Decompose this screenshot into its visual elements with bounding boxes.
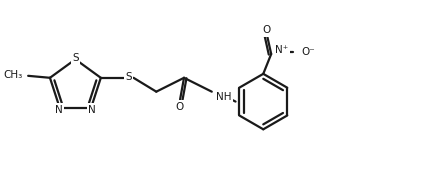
Text: NH: NH xyxy=(216,92,231,102)
Text: S: S xyxy=(125,72,132,82)
Text: CH₃: CH₃ xyxy=(3,70,22,80)
Text: O: O xyxy=(175,102,183,112)
Text: N⁺: N⁺ xyxy=(275,45,289,55)
Text: N: N xyxy=(55,105,62,115)
Text: S: S xyxy=(72,53,79,63)
Text: O: O xyxy=(262,25,270,35)
Text: N: N xyxy=(88,105,96,115)
Text: O⁻: O⁻ xyxy=(301,47,315,57)
